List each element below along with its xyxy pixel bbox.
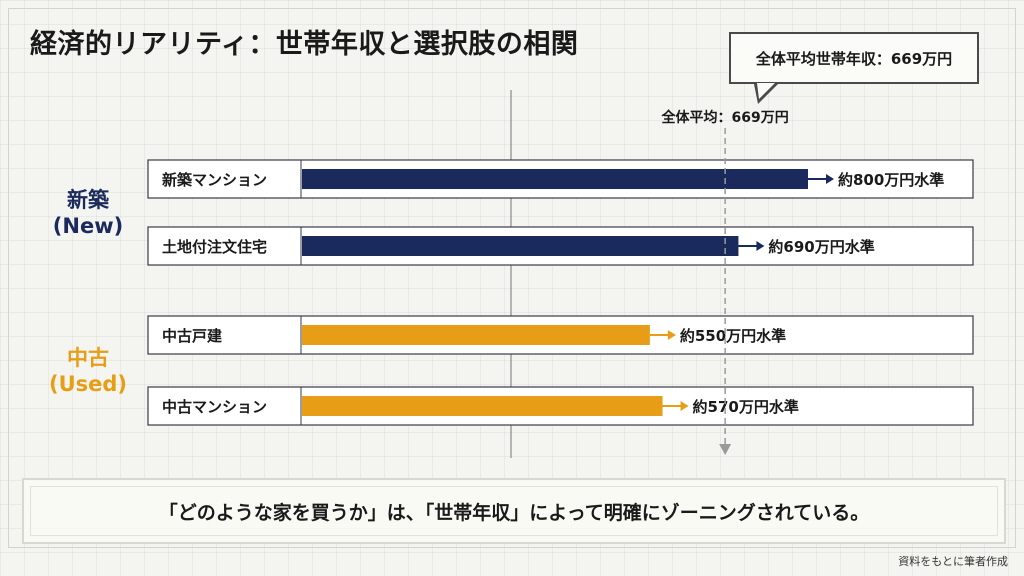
bar-arrow-head <box>756 241 765 251</box>
bar <box>302 325 650 345</box>
average-callout: 全体平均世帯年収：669万円 <box>729 32 979 84</box>
average-line-label: 全体平均：669万円 <box>661 109 789 126</box>
category-label: 中古マンション <box>162 398 267 416</box>
group-label-new-ja: 新築 <box>67 188 109 212</box>
bar <box>302 396 663 416</box>
category-label: 中古戸建 <box>162 327 223 345</box>
bar-arrow-head <box>826 174 834 184</box>
category-label: 土地付注文住宅 <box>162 238 267 256</box>
category-label: 新築マンション <box>162 171 267 189</box>
summary-box: 「どのような家を買うか」は、「世帯年収」によって明確にゾーニングされている。 <box>22 478 1006 544</box>
bar <box>302 236 739 256</box>
group-label-new-en: (New) <box>52 214 124 238</box>
data-label: 約800万円水準 <box>838 171 944 189</box>
group-label-used-ja: 中古 <box>67 346 109 370</box>
callout-tail-fill <box>757 83 775 99</box>
bar-arrow-head <box>680 401 689 411</box>
summary-text: 「どのような家を買うか」は、「世帯年収」によって明確にゾーニングされている。 <box>158 501 870 524</box>
group-label-used-en: (Used) <box>48 372 128 396</box>
data-label: 約550万円水準 <box>680 327 786 345</box>
bar <box>302 169 808 189</box>
average-line-arrow <box>719 444 732 455</box>
data-label: 約570万円水準 <box>693 398 799 416</box>
group-label-used: 中古 (Used) <box>38 345 138 397</box>
chart-title: 経済的リアリティ：世帯年収と選択肢の相関 <box>30 29 579 60</box>
data-label: 約690万円水準 <box>768 238 874 256</box>
group-label-new: 新築 (New) <box>38 187 138 239</box>
source-note: 資料をもとに筆者作成 <box>898 555 1008 568</box>
bar-arrow-head <box>667 330 676 340</box>
